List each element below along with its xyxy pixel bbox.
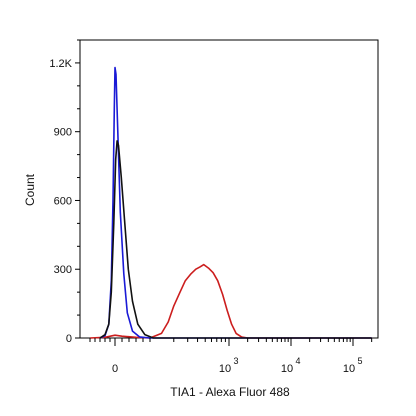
y-tick-label: 600 xyxy=(54,195,72,207)
x-tick-label: 10 xyxy=(343,363,355,375)
histogram-series-2 xyxy=(89,263,372,339)
histogram-series-1 xyxy=(99,140,372,339)
y-axis-title: Count xyxy=(23,173,37,206)
y-axis: 0 300 600 900 1.2K xyxy=(49,39,80,345)
x-tick-exponent: 4 xyxy=(295,356,300,366)
y-tick-label: 900 xyxy=(54,127,72,139)
y-tick-label: 0 xyxy=(66,333,72,345)
x-tick-exponent: 5 xyxy=(357,356,362,366)
x-tick-label: 10 xyxy=(219,363,231,375)
plot-frame xyxy=(79,39,379,339)
x-axis-title: TIA1 - Alexa Fluor 488 xyxy=(170,385,290,399)
series-layer xyxy=(89,66,372,339)
x-tick-label: 10 xyxy=(281,363,293,375)
x-tick-exponent: 3 xyxy=(233,356,238,366)
x-tick-label: 0 xyxy=(112,363,118,375)
y-tick-label: 1.2K xyxy=(49,58,72,70)
histogram-series-0 xyxy=(99,66,372,339)
y-tick-label: 300 xyxy=(54,264,72,276)
